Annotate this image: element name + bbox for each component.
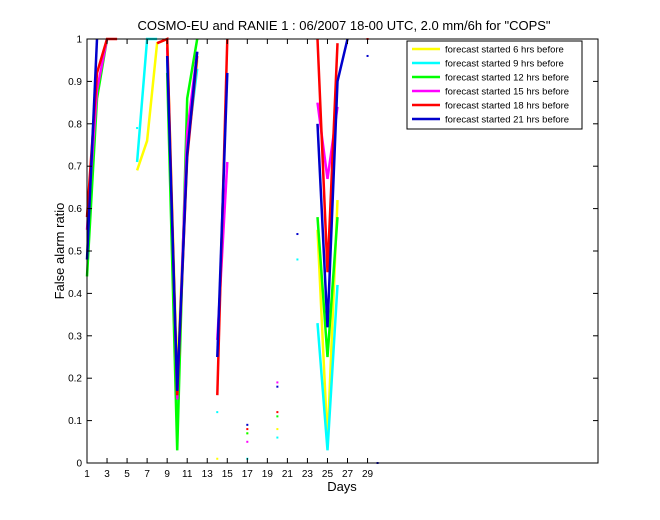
x-tick-label: 11 — [182, 469, 193, 480]
series-line — [316, 284, 339, 451]
data-point — [276, 436, 279, 439]
x-tick-label: 3 — [104, 469, 110, 480]
data-point — [276, 385, 279, 388]
y-tick-label: 0.3 — [68, 331, 82, 342]
y-tick-label: 1 — [76, 35, 82, 46]
plot-area — [85, 37, 379, 464]
data-point — [366, 54, 369, 57]
x-tick-label: 13 — [202, 469, 214, 480]
x-tick-label: 23 — [302, 469, 314, 480]
chart-title: COSMO-EU and RANIE 1 : 06/2007 18-00 UTC… — [137, 18, 550, 33]
y-tick-label: 0 — [76, 459, 82, 470]
y-axis-label: False alarm ratio — [52, 203, 67, 300]
x-tick-label: 25 — [322, 469, 334, 480]
x-tick-label: 29 — [362, 469, 374, 480]
data-point — [246, 423, 249, 426]
data-point — [216, 457, 219, 460]
series-line — [165, 51, 199, 391]
y-tick-label: 0.2 — [68, 374, 82, 385]
series-line — [85, 38, 99, 260]
axes: 1 3 5 7 9 11 13 15 17 19 21 23 25 27 2900.10.20.30.40.… — [68, 35, 598, 480]
x-tick-label: 9 — [164, 469, 170, 480]
y-tick-label: 0.6 — [68, 204, 82, 215]
y-tick-label: 0.4 — [68, 289, 82, 300]
y-tick-label: 0.8 — [68, 119, 82, 130]
series-line — [316, 38, 339, 273]
legend-label: forecast started 9 hrs before — [445, 59, 564, 70]
data-point — [276, 411, 279, 414]
x-tick-label: 19 — [262, 469, 274, 480]
x-tick-label: 15 — [222, 469, 234, 480]
legend-label: forecast started 18 hrs before — [445, 101, 569, 112]
x-tick-label: 5 — [124, 469, 130, 480]
x-tick-label: 1 — [84, 469, 90, 480]
x-tick-label: 21 — [282, 469, 294, 480]
y-tick-label: 0.5 — [68, 247, 82, 258]
data-point — [276, 415, 279, 418]
data-point — [276, 381, 279, 384]
y-tick-label: 0.7 — [68, 162, 82, 173]
legend-label: forecast started 15 hrs before — [445, 87, 569, 98]
series-line — [316, 217, 339, 358]
data-point — [246, 428, 249, 431]
legend-label: forecast started 12 hrs before — [445, 73, 569, 84]
x-tick-label: 17 — [242, 469, 254, 480]
series-line — [316, 38, 349, 328]
series-line — [216, 72, 229, 358]
legend-label: forecast started 21 hrs before — [445, 115, 569, 126]
data-point — [276, 428, 279, 431]
legend-box — [406, 40, 583, 130]
x-tick-label: 7 — [144, 469, 150, 480]
data-point — [216, 411, 219, 414]
y-tick-label: 0.1 — [68, 416, 82, 427]
data-point — [296, 233, 299, 236]
legend-label: forecast started 6 hrs before — [445, 45, 564, 56]
legend: forecast started 6 hrs before forecast st… — [406, 40, 583, 130]
data-point — [136, 127, 139, 130]
x-tick-label: 27 — [342, 469, 354, 480]
x-axis-label: Days — [327, 479, 357, 494]
data-point — [246, 440, 249, 443]
data-point — [246, 432, 249, 435]
data-point — [296, 258, 299, 261]
y-tick-label: 0.9 — [68, 77, 82, 88]
